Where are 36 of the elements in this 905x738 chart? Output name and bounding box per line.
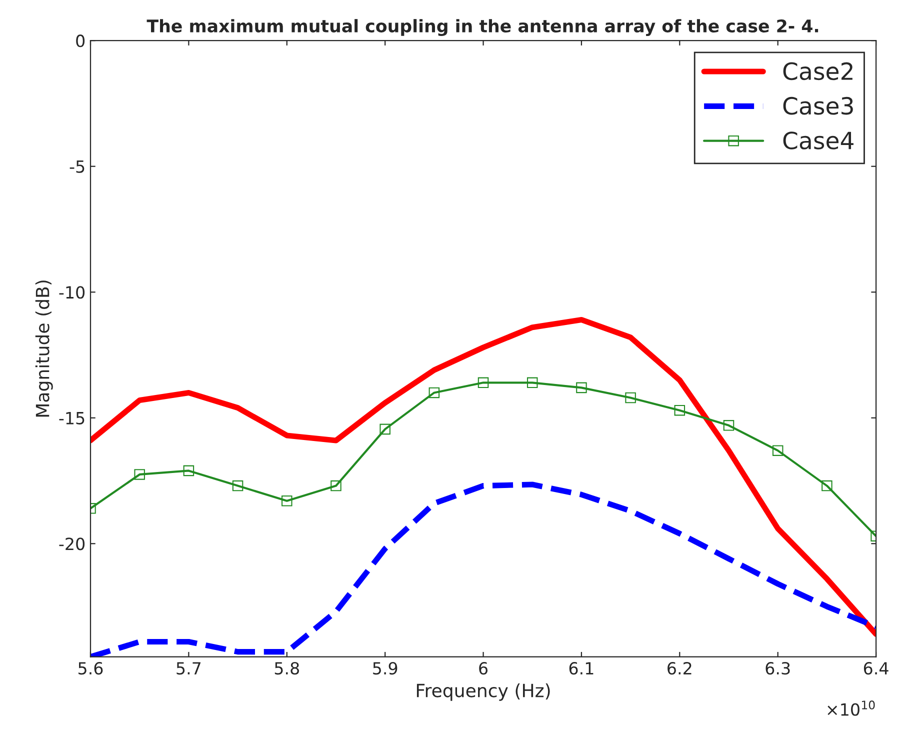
- point: [478, 377, 489, 388]
- legend-label: Case4: [783, 132, 854, 150]
- point: [723, 420, 734, 431]
- y-tick-label: -10: [59, 286, 85, 299]
- x-tick-label: 6.1: [569, 662, 594, 675]
- point: [428, 387, 440, 398]
- point: [526, 377, 538, 388]
- y-tick-label: 0: [76, 34, 85, 48]
- point: [625, 392, 636, 404]
- x-tick-label: 6.3: [766, 662, 790, 675]
- point: [674, 404, 686, 416]
- x-tick-label: 5.8: [274, 662, 299, 675]
- point: [822, 480, 832, 492]
- x-tick-label: 6: [479, 662, 488, 675]
- x-tick-label: 5.7: [176, 662, 201, 675]
- chart-title: The maximum mutual coupling in the antenna array of the case 2- 4.: [146, 19, 818, 36]
- point: [576, 382, 587, 394]
- x-tick-label: 5.6: [78, 662, 103, 675]
- legend-label: Case3: [783, 96, 853, 115]
- point: [232, 480, 244, 492]
- y-tick-label: -15: [59, 412, 84, 424]
- point: [772, 445, 784, 456]
- text: ×10$^{10}$: [828, 700, 875, 716]
- x-axis-title: Frequency (Hz): [416, 683, 550, 701]
- y-axis-title: Magnitude (dB): [35, 280, 53, 417]
- x-tick-label: 6.4: [864, 662, 888, 675]
- x-tick-label: 6.2: [668, 662, 692, 675]
- point: [380, 424, 390, 435]
- y-tick-label: -5: [70, 160, 84, 173]
- point: [282, 495, 292, 506]
- point: [330, 480, 342, 492]
- point: [134, 469, 145, 480]
- point: [183, 465, 194, 476]
- legend-label: Case2: [783, 62, 852, 80]
- y-tick-label: -20: [59, 538, 85, 550]
- x-tick-label: 5.9: [373, 662, 398, 675]
